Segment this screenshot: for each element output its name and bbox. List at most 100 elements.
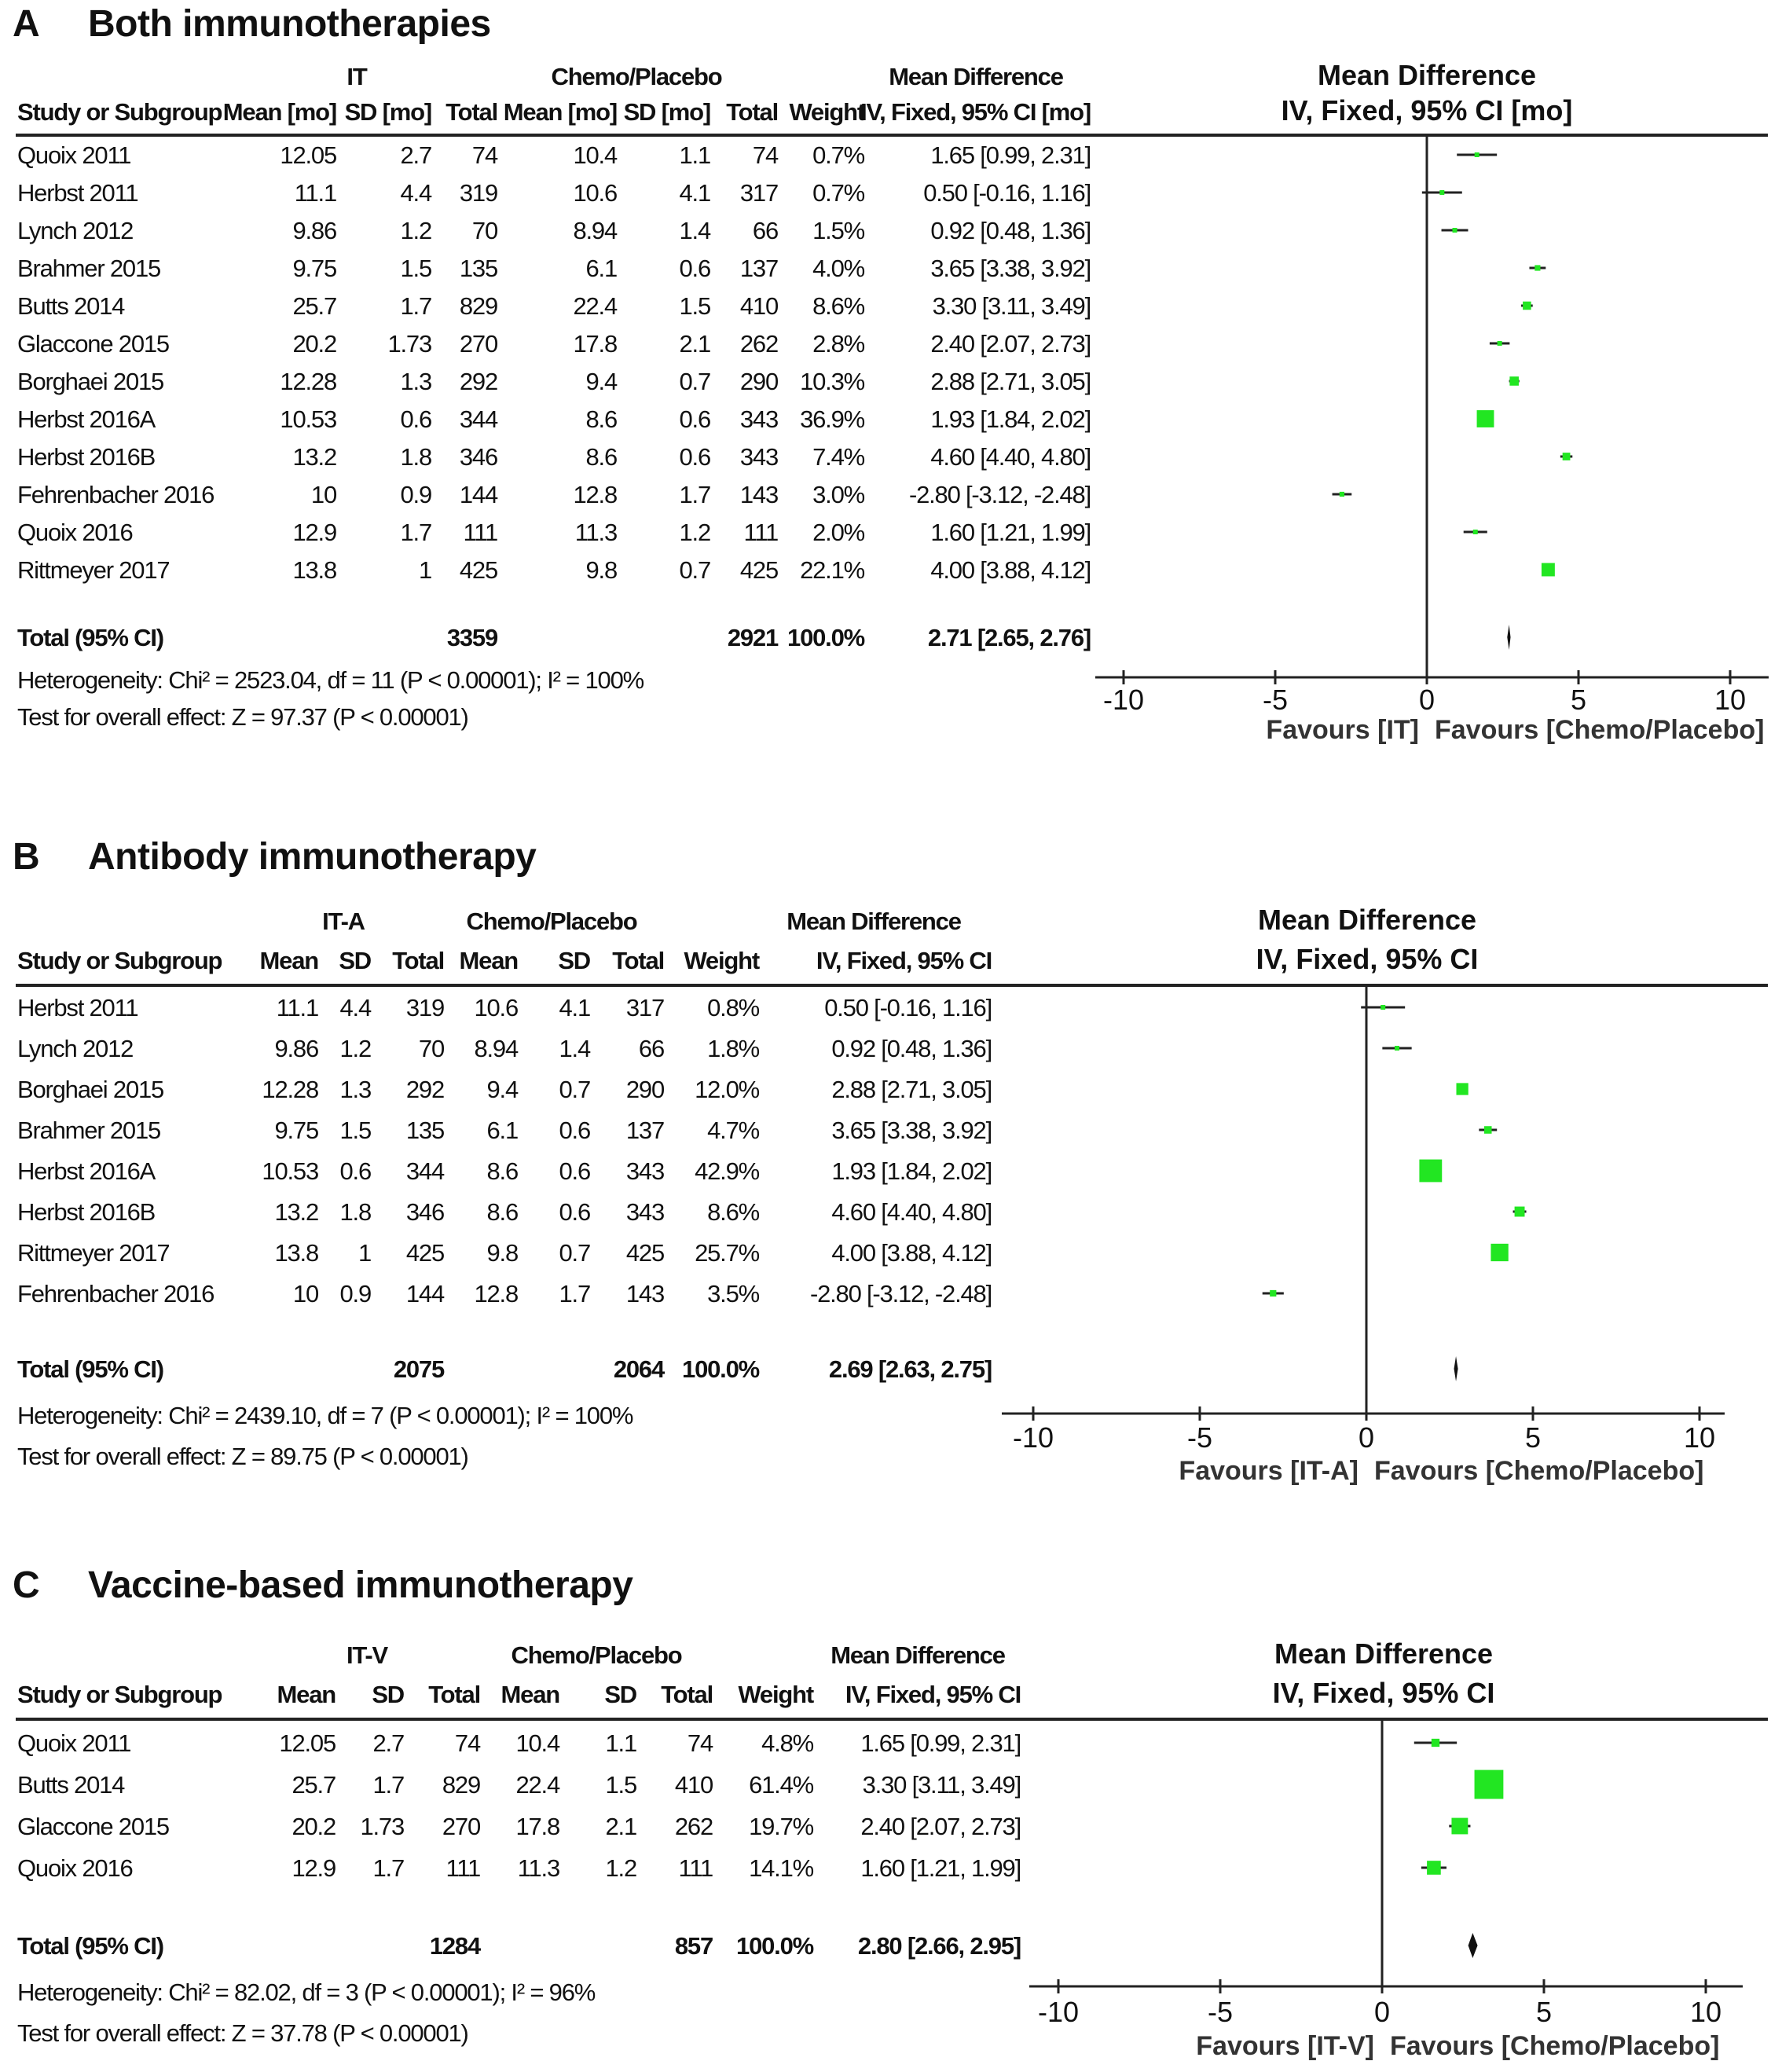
table-cell-weight: 0.8%	[707, 994, 760, 1021]
table-cell-m2: 12.8	[573, 481, 618, 508]
total-ci: 2.69 [2.63, 2.75]	[828, 1355, 992, 1383]
column-header: SD	[372, 1681, 405, 1708]
table-cell-n1: 346	[459, 443, 498, 471]
header-rule	[16, 134, 1768, 137]
table-cell-m1: 13.8	[274, 1239, 319, 1267]
table-cell-sd2: 1.1	[679, 141, 712, 169]
table-cell-study: Herbst 2016A	[17, 1157, 156, 1185]
table-cell-ci: 1.60 [1.21, 1.99]	[860, 1854, 1021, 1882]
column-header: Mean [mo]	[222, 98, 337, 126]
column-header: Study or Subgroup	[17, 947, 222, 974]
column-header: Mean [mo]	[503, 98, 618, 126]
table-cell-study: Brahmer 2015	[17, 1117, 161, 1144]
table-cell-ci: 3.65 [3.38, 3.92]	[831, 1117, 992, 1144]
x-tick-label: 0	[1373, 1996, 1391, 2028]
table-cell-sd2: 0.7	[679, 556, 712, 584]
group1-header: IT-A	[322, 908, 365, 935]
table-cell-n2: 66	[752, 217, 779, 244]
table-cell-sd1: 1.5	[400, 255, 433, 282]
column-header: IV, Fixed, 95% CI [mo]	[860, 98, 1091, 126]
table-cell-m1: 9.75	[292, 255, 337, 282]
table-cell-m1: 10	[310, 481, 337, 508]
table-cell-sd2: 1.7	[559, 1280, 592, 1307]
table-cell-m2: 8.6	[585, 405, 618, 433]
table-cell-sd2: 1.2	[679, 519, 712, 546]
x-tick-label: -5	[1186, 1421, 1213, 1454]
table-cell-sd2: 1.4	[559, 1035, 592, 1062]
group2-header: Chemo/Placebo	[466, 908, 638, 935]
effect-square	[1427, 1861, 1441, 1875]
table-cell-ci: 1.93 [1.84, 2.02]	[930, 405, 1091, 433]
panel-letter: C	[13, 1564, 40, 1606]
table-cell-n2: 74	[752, 141, 779, 169]
favours-right-label: Favours [Chemo/Placebo]	[1435, 715, 1765, 745]
table-cell-sd1: 0.6	[400, 405, 433, 433]
table-cell-sd1: 1	[358, 1239, 372, 1267]
column-header: Study or Subgroup	[17, 1681, 222, 1708]
heterogeneity-text: Heterogeneity: Chi² = 82.02, df = 3 (P <…	[17, 1978, 596, 2006]
table-cell-ci: 4.00 [3.88, 4.12]	[930, 556, 1091, 584]
x-tick-label: -10	[1012, 1421, 1054, 1454]
table-cell-weight: 2.0%	[812, 519, 865, 546]
effect-square	[1562, 453, 1571, 460]
table-cell-ci: 2.40 [2.07, 2.73]	[930, 330, 1091, 358]
total-label: Total (95% CI)	[17, 1355, 164, 1383]
effect-square	[1490, 1243, 1509, 1262]
table-cell-sd2: 2.1	[679, 330, 712, 358]
table-cell-m1: 12.9	[292, 519, 337, 546]
table-cell-ci: 4.60 [4.40, 4.80]	[930, 443, 1091, 471]
heterogeneity-text: Heterogeneity: Chi² = 2439.10, df = 7 (P…	[17, 1402, 633, 1429]
table-cell-study: Herbst 2016B	[17, 1198, 156, 1226]
effect-square	[1476, 410, 1494, 427]
column-header: Total	[612, 947, 665, 974]
column-header: Weight	[738, 1681, 814, 1708]
table-cell-sd1: 0.9	[400, 481, 433, 508]
table-cell-sd2: 1.5	[605, 1771, 638, 1799]
table-cell-ci: 1.60 [1.21, 1.99]	[930, 519, 1091, 546]
heterogeneity-text: Heterogeneity: Chi² = 2523.04, df = 11 (…	[17, 666, 644, 694]
table-cell-ci: 1.93 [1.84, 2.02]	[831, 1157, 992, 1185]
table-cell-weight: 8.6%	[707, 1198, 760, 1226]
table-cell-sd1: 1.8	[339, 1198, 372, 1226]
table-cell-n2: 343	[739, 405, 779, 433]
table-cell-study: Lynch 2012	[17, 1035, 134, 1062]
table-cell-ci: 3.30 [3.11, 3.49]	[862, 1771, 1022, 1799]
table-cell-study: Quoix 2011	[17, 141, 131, 169]
effect-square	[1439, 190, 1445, 195]
table-cell-sd2: 0.6	[679, 405, 712, 433]
table-cell-ci: 3.30 [3.11, 3.49]	[932, 292, 1092, 320]
table-cell-weight: 36.9%	[800, 405, 865, 433]
table-cell-n1: 270	[459, 330, 498, 358]
x-tick-label: 5	[1570, 684, 1587, 716]
table-cell-m2: 10.6	[474, 994, 519, 1021]
table-cell-n1: 319	[459, 179, 498, 207]
table-cell-n1: 829	[442, 1771, 481, 1799]
table-cell-m1: 25.7	[292, 1771, 336, 1799]
table-cell-sd2: 0.6	[679, 255, 712, 282]
table-cell-n2: 262	[674, 1813, 713, 1840]
x-tick-label: -5	[1262, 684, 1289, 716]
table-cell-study: Borghaei 2015	[17, 1076, 164, 1103]
table-cell-ci: -2.80 [-3.12, -2.48]	[809, 1280, 992, 1307]
table-cell-ci: 0.92 [0.48, 1.36]	[831, 1035, 992, 1062]
column-header: Study or Subgroup	[17, 98, 222, 126]
table-cell-m1: 20.2	[292, 1813, 336, 1840]
table-cell-sd2: 1.4	[679, 217, 712, 244]
effect-square	[1451, 1817, 1468, 1835]
table-cell-study: Glaccone 2015	[17, 1813, 170, 1840]
table-cell-ci: 2.88 [2.71, 3.05]	[930, 368, 1091, 395]
favours-left-label: Favours [IT-V]	[1196, 2031, 1374, 2061]
table-cell-ci: 0.92 [0.48, 1.36]	[930, 217, 1091, 244]
column-header: SD	[339, 947, 372, 974]
table-cell-sd2: 0.6	[679, 443, 712, 471]
effect-square	[1541, 563, 1555, 577]
table-cell-sd2: 1.5	[679, 292, 712, 320]
x-tick-label: 0	[1418, 684, 1436, 716]
table-cell-m2: 8.94	[474, 1035, 519, 1062]
table-cell-weight: 8.6%	[812, 292, 865, 320]
column-header: IV, Fixed, 95% CI	[845, 1681, 1021, 1708]
table-cell-n1: 144	[405, 1280, 445, 1307]
column-header: Mean	[259, 947, 320, 974]
table-cell-n1: 135	[405, 1117, 445, 1144]
table-cell-n2: 343	[739, 443, 779, 471]
